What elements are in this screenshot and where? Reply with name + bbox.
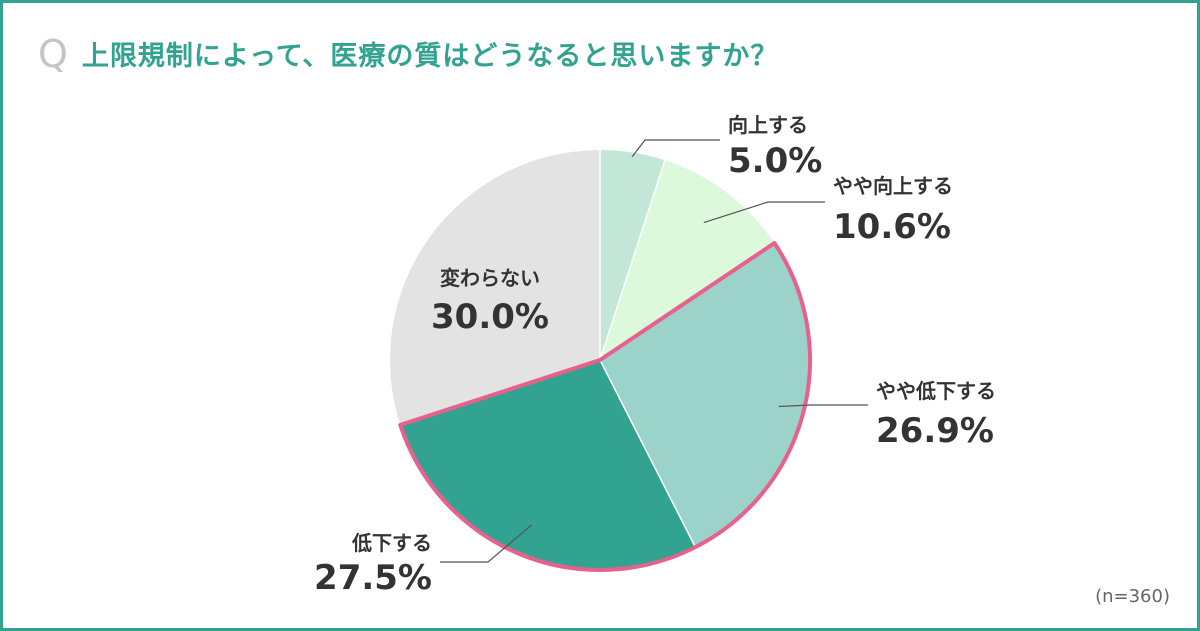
leader-line-2 [703,201,825,224]
slice-value-4: 27.5% [314,558,432,598]
slice-label-2: やや向上する [833,174,953,198]
highlight-outline [398,241,812,573]
slice-separator-2 [599,160,666,361]
question-mark-icon: Q [38,31,68,76]
sample-size-note: (n=360) [1095,586,1170,607]
leader-line-3 [778,404,868,408]
slice-label-4: 低下する [351,531,432,555]
question-title: 上限規制によって、医療の質はどうなると思いますか？ [81,41,779,72]
pie-slice-3 [600,243,811,548]
slice-separator-4 [599,359,697,548]
slice-value-3: 26.9% [876,411,994,451]
pie-slice-5 [390,150,600,425]
slice-value-2: 10.6% [833,207,951,247]
slice-label-3: やや低下する [876,379,996,403]
slice-value-5: 30.0% [431,297,549,337]
question-header: Q 上限規制によって、医療の質はどうなると思いますか？ [38,34,778,73]
leader-lines [440,139,868,563]
slice-labels: 向上する 5.0% やや向上する 10.6% やや低下する 26.9% 低下する 27.5% 変… [314,113,996,598]
slice-label-1: 向上する [728,113,808,137]
leader-line-1 [631,139,720,158]
slice-label-5: 変わらない [440,266,540,290]
pie-slices [390,150,811,570]
highlight-outline-path [398,241,812,573]
slice-value-1: 5.0% [728,141,822,181]
pie-slice-4 [400,360,696,570]
leader-line-4 [440,524,533,563]
pie-slice-1 [600,150,665,360]
pie-slice-2 [600,160,775,360]
